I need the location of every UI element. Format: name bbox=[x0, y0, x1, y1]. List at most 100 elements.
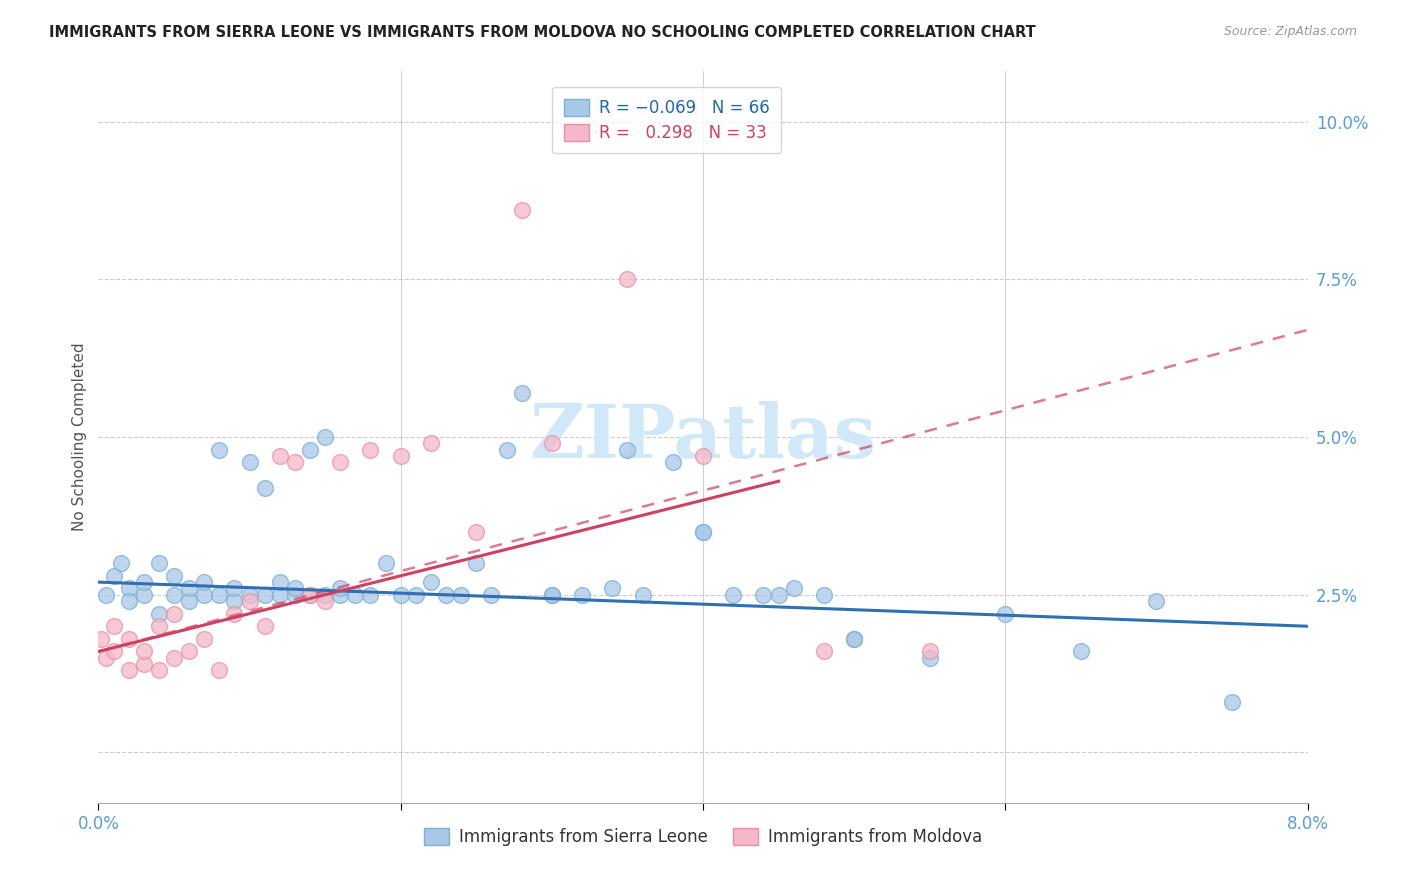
Point bbox=[344, 588, 367, 602]
Point bbox=[783, 582, 806, 596]
Point bbox=[148, 619, 170, 633]
Point bbox=[314, 594, 336, 608]
Point bbox=[465, 524, 488, 539]
Point bbox=[132, 588, 155, 602]
Point bbox=[692, 524, 714, 539]
Point bbox=[602, 582, 624, 596]
Point bbox=[284, 588, 307, 602]
Point bbox=[269, 588, 291, 602]
Point bbox=[103, 619, 125, 633]
Point bbox=[103, 569, 125, 583]
Point bbox=[405, 588, 427, 602]
Point bbox=[253, 619, 276, 633]
Point bbox=[90, 632, 112, 646]
Point bbox=[329, 455, 352, 469]
Point bbox=[118, 632, 141, 646]
Point bbox=[239, 594, 262, 608]
Point bbox=[631, 588, 654, 602]
Point bbox=[389, 449, 412, 463]
Point bbox=[224, 607, 246, 621]
Text: IMMIGRANTS FROM SIERRA LEONE VS IMMIGRANTS FROM MOLDOVA NO SCHOOLING COMPLETED C: IMMIGRANTS FROM SIERRA LEONE VS IMMIGRAN… bbox=[49, 25, 1036, 40]
Point bbox=[434, 588, 457, 602]
Point bbox=[360, 442, 382, 457]
Point bbox=[299, 588, 322, 602]
Point bbox=[616, 272, 638, 286]
Point bbox=[269, 449, 291, 463]
Point bbox=[752, 588, 775, 602]
Point bbox=[420, 436, 443, 450]
Point bbox=[616, 442, 638, 457]
Point bbox=[813, 644, 835, 658]
Point bbox=[450, 588, 472, 602]
Point bbox=[253, 588, 276, 602]
Point bbox=[148, 556, 170, 570]
Point bbox=[465, 556, 488, 570]
Point bbox=[495, 442, 517, 457]
Point bbox=[132, 644, 155, 658]
Point bbox=[163, 588, 186, 602]
Point bbox=[193, 575, 215, 590]
Point bbox=[510, 386, 533, 401]
Point bbox=[918, 650, 941, 665]
Point bbox=[360, 588, 382, 602]
Point bbox=[329, 582, 352, 596]
Point bbox=[284, 455, 307, 469]
Point bbox=[94, 588, 117, 602]
Point bbox=[389, 588, 412, 602]
Point bbox=[208, 664, 231, 678]
Point bbox=[118, 594, 141, 608]
Point bbox=[163, 650, 186, 665]
Point bbox=[1070, 644, 1092, 658]
Point bbox=[844, 632, 866, 646]
Legend: Immigrants from Sierra Leone, Immigrants from Moldova: Immigrants from Sierra Leone, Immigrants… bbox=[418, 822, 988, 853]
Point bbox=[193, 588, 215, 602]
Point bbox=[208, 442, 231, 457]
Point bbox=[510, 203, 533, 218]
Point bbox=[118, 664, 141, 678]
Text: Source: ZipAtlas.com: Source: ZipAtlas.com bbox=[1223, 25, 1357, 38]
Point bbox=[239, 455, 262, 469]
Point bbox=[692, 449, 714, 463]
Point bbox=[163, 607, 186, 621]
Point bbox=[193, 632, 215, 646]
Y-axis label: No Schooling Completed: No Schooling Completed bbox=[72, 343, 87, 532]
Point bbox=[224, 582, 246, 596]
Point bbox=[179, 644, 201, 658]
Point bbox=[148, 607, 170, 621]
Point bbox=[420, 575, 443, 590]
Point bbox=[813, 588, 835, 602]
Point bbox=[269, 575, 291, 590]
Point bbox=[179, 594, 201, 608]
Point bbox=[148, 664, 170, 678]
Point bbox=[723, 588, 745, 602]
Point bbox=[239, 588, 262, 602]
Point bbox=[118, 582, 141, 596]
Point bbox=[224, 594, 246, 608]
Point bbox=[208, 588, 231, 602]
Point bbox=[329, 588, 352, 602]
Point bbox=[481, 588, 503, 602]
Point bbox=[844, 632, 866, 646]
Point bbox=[110, 556, 132, 570]
Point bbox=[284, 582, 307, 596]
Point bbox=[571, 588, 593, 602]
Point bbox=[540, 588, 562, 602]
Point bbox=[1146, 594, 1168, 608]
Point bbox=[918, 644, 941, 658]
Point bbox=[1220, 695, 1243, 709]
Point bbox=[132, 657, 155, 671]
Point bbox=[179, 582, 201, 596]
Point bbox=[540, 588, 562, 602]
Point bbox=[94, 650, 117, 665]
Point bbox=[299, 588, 322, 602]
Point bbox=[314, 430, 336, 444]
Point bbox=[163, 569, 186, 583]
Point bbox=[314, 588, 336, 602]
Point bbox=[661, 455, 683, 469]
Point bbox=[768, 588, 790, 602]
Text: ZIPatlas: ZIPatlas bbox=[530, 401, 876, 474]
Point bbox=[374, 556, 396, 570]
Point bbox=[299, 442, 322, 457]
Point bbox=[994, 607, 1017, 621]
Point bbox=[540, 436, 562, 450]
